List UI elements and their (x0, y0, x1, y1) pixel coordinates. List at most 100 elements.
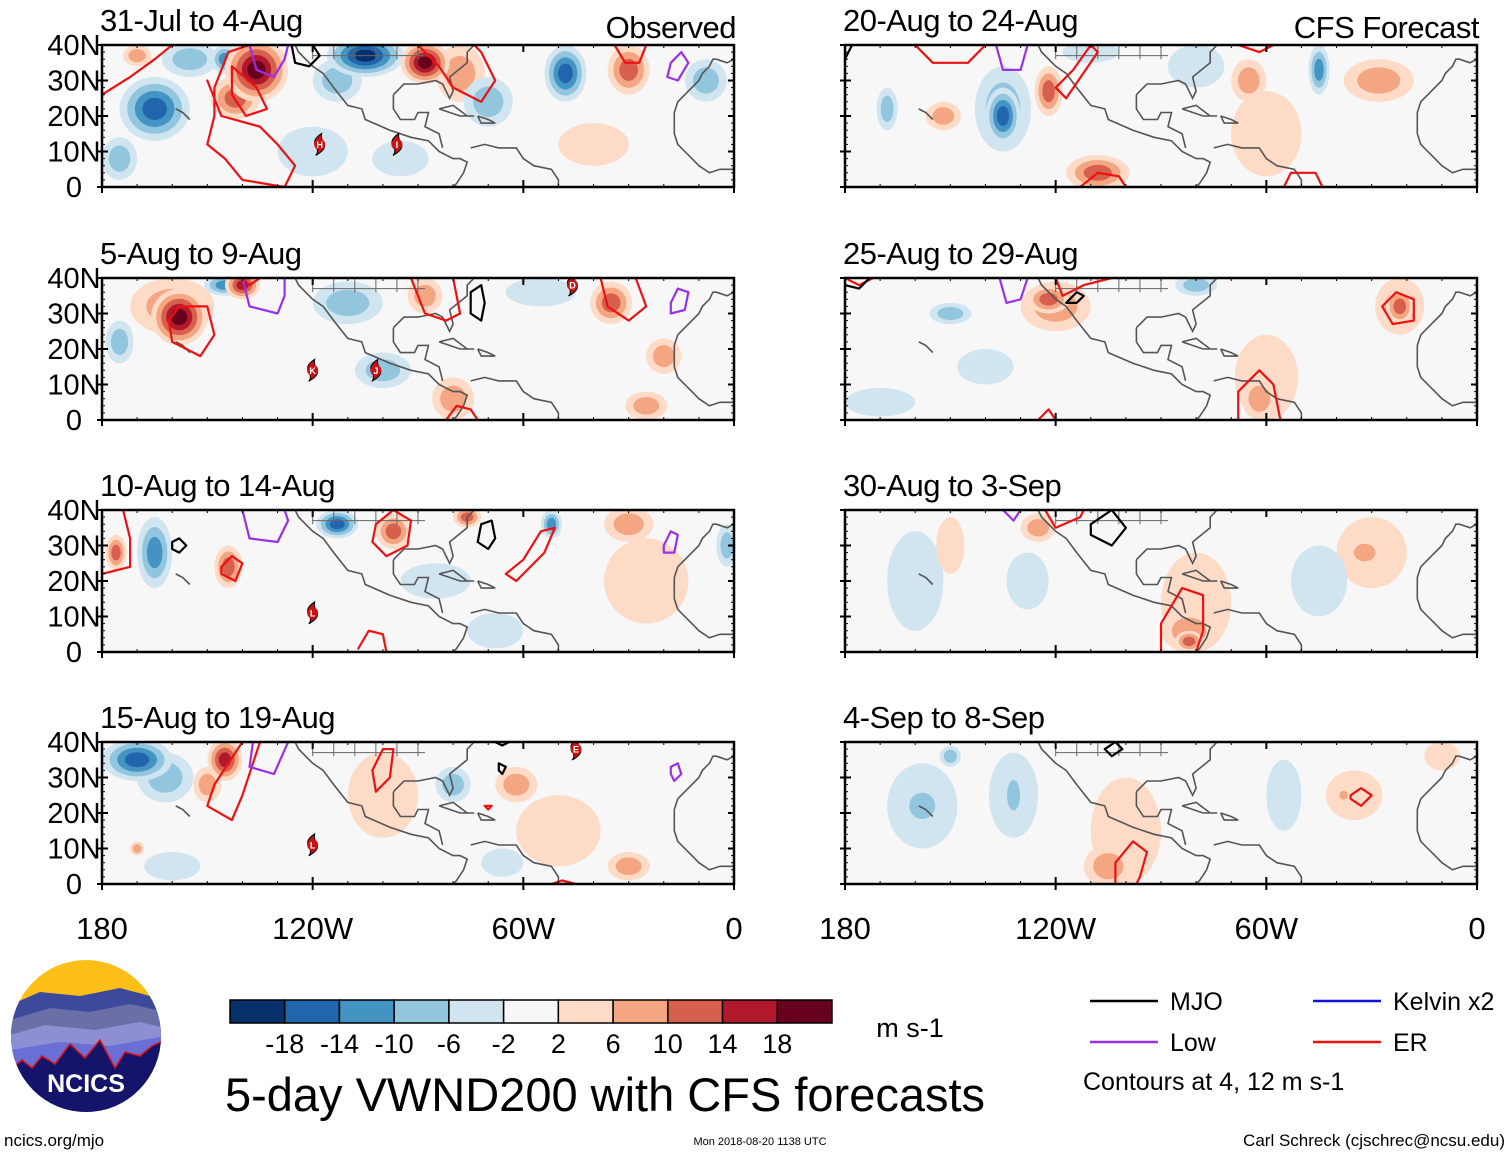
anomaly-shading (516, 795, 601, 867)
y-tick-label: 40N (47, 30, 100, 62)
contour-mjo (476, 519, 497, 551)
coastline (673, 58, 734, 113)
y-tick-label: 20N (47, 334, 100, 366)
panel-title: 31-Jul to 4-Aug (100, 3, 303, 38)
colorbar-tick-label: -18 (265, 1029, 304, 1059)
contour-er (1237, 369, 1282, 420)
coastline (175, 108, 191, 121)
anomaly-shading (1007, 779, 1021, 811)
coastline (392, 45, 475, 101)
storm-marker: I (391, 132, 403, 156)
contour-er (1114, 840, 1149, 884)
anomaly-shading (277, 126, 348, 177)
storm-name: I (396, 140, 399, 150)
anomaly-shading (1326, 770, 1383, 821)
colorbar-swatch (283, 999, 341, 1024)
coastline (392, 742, 475, 798)
y-tick-label: 20N (47, 566, 100, 598)
contour-low (248, 742, 290, 776)
map-panel: 4-Sep to 8-Sep 180 120W 60W 0 (819, 700, 1485, 946)
coastline (392, 278, 475, 334)
coastline (1213, 608, 1303, 652)
coastline (1037, 742, 1212, 884)
anomaly-shading (1353, 543, 1376, 562)
plot-background (845, 278, 1477, 420)
colorbar-swatch (229, 999, 286, 1024)
coastline (1135, 791, 1187, 846)
anomaly-shading (1183, 278, 1210, 292)
coastline (476, 348, 496, 357)
anomaly-shading (880, 95, 894, 123)
coastline (438, 801, 475, 814)
storm-eye (307, 839, 319, 851)
y-tick-label: 30N (47, 66, 100, 98)
coastline (294, 742, 469, 884)
y-tick-label: 30N (47, 763, 100, 795)
author-credit: Carl Schreck (cjschrec@ncsu.edu) (1243, 1131, 1505, 1150)
anomaly-shading (936, 517, 965, 574)
anomaly-shading (347, 752, 418, 838)
coastline (1135, 327, 1187, 382)
panel-plot-area: LE (102, 742, 734, 884)
anomaly-shading (322, 67, 353, 94)
contour-er (914, 45, 987, 64)
anomaly-shading (108, 145, 131, 172)
anomaly-shading (957, 349, 1014, 385)
anomaly-shading (505, 278, 576, 307)
coastline (294, 45, 469, 187)
anomaly-shading (1393, 298, 1406, 315)
anomaly-shading (613, 513, 644, 536)
anomaly-shading (1339, 790, 1348, 800)
x-tick-label: 180 (76, 911, 128, 946)
contour-er (230, 65, 269, 118)
anomaly-shading (1042, 80, 1055, 103)
coastline (294, 510, 469, 652)
panel-plot-area (845, 45, 1477, 187)
y-tick-label: 20N (47, 798, 100, 830)
coastline (175, 573, 191, 586)
coastline (673, 291, 734, 346)
legend-label: Low (1170, 1029, 1217, 1057)
anomaly-shading (110, 328, 129, 356)
anomaly-shading (558, 63, 573, 84)
panel-title: 20-Aug to 24-Aug (843, 3, 1078, 38)
colorbar-tick-label: -10 (375, 1029, 414, 1059)
storm-eye (314, 138, 326, 150)
panel-plot-area (845, 510, 1477, 652)
anomaly-shading (132, 844, 142, 853)
coastline (470, 840, 560, 884)
coastline (438, 337, 475, 350)
coastline (1416, 577, 1477, 639)
contour-er (1037, 408, 1057, 420)
coastline (1181, 801, 1218, 814)
coastline (438, 104, 475, 117)
panel-plot-area: L (102, 510, 734, 652)
coastline (1181, 104, 1218, 117)
contour-er (1282, 171, 1324, 187)
anomaly-shading (932, 107, 955, 125)
coastline (1416, 523, 1477, 578)
colorbar-swatch (667, 999, 724, 1024)
storm-name: H (316, 140, 323, 150)
anomaly-shading (692, 67, 719, 94)
y-tick-label: 40N (47, 495, 100, 527)
coastline (1219, 115, 1239, 124)
coastline (1416, 112, 1477, 174)
colorbar-units: m s-1 (876, 1013, 944, 1043)
anomaly-shading (144, 852, 201, 881)
colorbar-tick-label: 10 (653, 1029, 683, 1059)
storm-marker: E (570, 742, 582, 761)
colorbar-tick-label: 14 (708, 1029, 738, 1059)
coastline (1037, 510, 1212, 652)
contour-er (504, 526, 556, 583)
colorbar-swatch (721, 999, 779, 1024)
website-link[interactable]: ncics.org/mjo (4, 1131, 104, 1150)
map-panel: 20-Aug to 24-Aug CFS Forecast (840, 3, 1480, 193)
anomaly-shading (171, 308, 188, 326)
coastline (175, 805, 191, 818)
timestamp: Mon 2018-08-20 1138 UTC (693, 1136, 826, 1148)
contour-er (416, 45, 497, 103)
anomaly-shading (442, 773, 464, 796)
